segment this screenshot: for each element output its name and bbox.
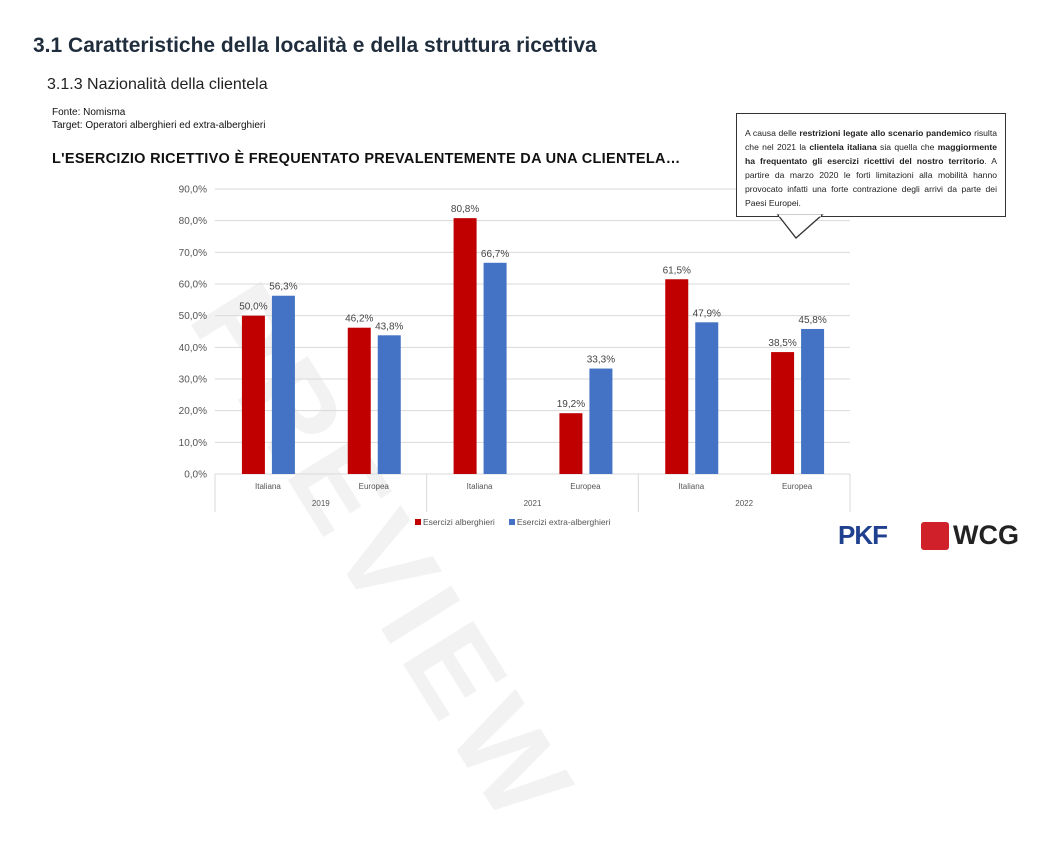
y-tick-label: 0,0%: [184, 470, 207, 481]
y-tick-label: 40,0%: [179, 343, 207, 354]
bar-extra-alberghieri: [589, 368, 613, 474]
y-tick-label: 80,0%: [179, 216, 207, 227]
callout-pointer: [776, 214, 824, 239]
chart-heading: L'ESERCIZIO RICETTIVO È FREQUENTATO PREV…: [52, 151, 681, 167]
category-label: Italiana: [255, 482, 281, 491]
category-label: Italiana: [467, 482, 493, 491]
data-label: 56,3%: [269, 282, 297, 293]
data-label: 61,5%: [663, 265, 691, 276]
wcg-logo: WCG: [921, 520, 1019, 551]
chart-legend: Esercizi alberghieri Esercizi extra-albe…: [415, 517, 610, 527]
category-label: Europea: [359, 482, 390, 491]
data-label: 50,0%: [239, 302, 267, 313]
bar-alberghieri: [771, 352, 795, 474]
bar-alberghieri: [241, 315, 265, 474]
year-label: 2019: [312, 499, 330, 508]
data-label: 19,2%: [557, 399, 585, 410]
data-label: 46,2%: [345, 314, 373, 325]
target-text: Target: Operatori alberghieri ed extra-a…: [52, 120, 266, 131]
bar-chart: 0,0% 10,0% 20,0% 30,0% 40,0% 50,0% 60,0% 70,0% 8…: [179, 185, 851, 512]
data-label: 38,5%: [768, 338, 796, 349]
source-text: Fonte: Nomisma: [52, 107, 126, 118]
page-title: 3.1 Caratteristiche della località e del…: [33, 34, 597, 57]
y-tick-label: 70,0%: [179, 248, 207, 259]
bar-extra-alberghieri: [801, 328, 825, 474]
y-tick-label: 90,0%: [179, 185, 207, 196]
year-label: 2021: [524, 499, 542, 508]
section-subtitle: 3.1.3 Nazionalità della clientela: [47, 76, 268, 93]
y-tick-label: 20,0%: [179, 406, 207, 417]
y-tick-label: 10,0%: [179, 438, 207, 449]
category-label: Italiana: [678, 482, 704, 491]
data-label: 80,8%: [451, 204, 479, 215]
category-label: Europea: [570, 482, 601, 491]
bar-extra-alberghieri: [695, 322, 719, 474]
pkf-logo: PKF: [838, 520, 888, 550]
data-label: 43,8%: [375, 321, 403, 332]
y-tick-label: 30,0%: [179, 375, 207, 386]
bar-extra-alberghieri: [271, 295, 295, 474]
data-label: 33,3%: [587, 355, 615, 366]
category-label: Europea: [782, 482, 813, 491]
bar-extra-alberghieri: [377, 335, 401, 474]
data-label: 66,7%: [481, 249, 509, 260]
bar-alberghieri: [453, 218, 477, 474]
y-tick-label: 50,0%: [179, 311, 207, 322]
data-label: 47,9%: [693, 308, 721, 319]
bar-alberghieri: [347, 327, 371, 474]
bar-extra-alberghieri: [483, 262, 507, 474]
year-label: 2022: [735, 499, 753, 508]
data-label: 45,8%: [798, 315, 826, 326]
legend-item-extra-alberghieri: Esercizi extra-alberghieri: [508, 517, 610, 527]
legend-item-alberghieri: Esercizi alberghieri: [415, 517, 495, 527]
wcg-logo-icon: [921, 521, 949, 550]
bar-alberghieri: [559, 413, 583, 474]
y-tick-label: 60,0%: [179, 280, 207, 291]
bar-alberghieri: [665, 279, 689, 474]
callout-box: A causa delle restrizioni legate allo sc…: [736, 113, 1006, 217]
